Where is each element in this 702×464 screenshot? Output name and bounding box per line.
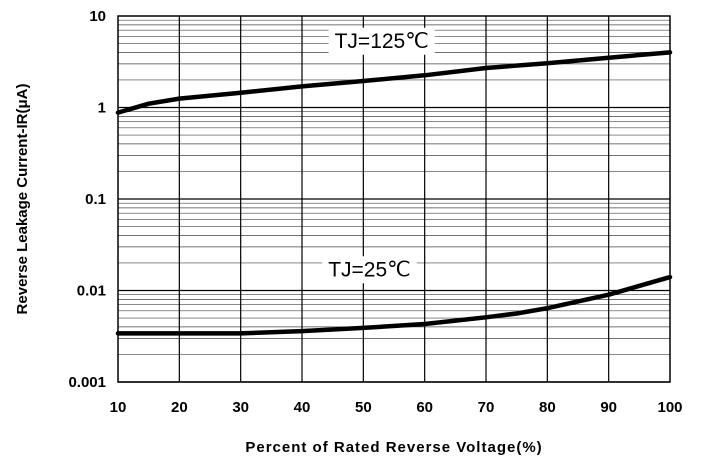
series-lines: [115, 50, 673, 336]
series-label-background: [322, 256, 417, 284]
plot-frame: [117, 15, 671, 383]
series-label: TJ=125℃: [335, 30, 429, 53]
series-label: TJ=25℃: [328, 258, 411, 281]
x-tick-label: 50: [355, 399, 372, 416]
grid-lines: [118, 16, 670, 383]
y-tick-label: 0.001: [68, 374, 106, 391]
y-tick-label: 0.1: [85, 191, 106, 208]
series-line: [115, 274, 673, 336]
y-tick-label: 1: [98, 100, 106, 117]
x-tick-label: 30: [232, 399, 249, 416]
x-tick-label: 60: [416, 399, 433, 416]
x-tick-label: 90: [600, 399, 617, 416]
y-tick-label: 10: [89, 8, 106, 25]
tick-labels: 10 20 30 40 50 60 70 80 90 100 0.001 0.01 0.1 1 10: [68, 8, 682, 416]
series-labels: TJ=125℃ TJ=25℃: [322, 27, 435, 284]
x-tick-label: 70: [478, 399, 495, 416]
y-tick-label: 0.01: [77, 283, 106, 300]
x-axis-title: Percent of Rated Reverse Voltage(%): [245, 439, 542, 456]
x-tick-label: 20: [171, 399, 188, 416]
x-tick-label: 10: [110, 399, 127, 416]
series-line: [115, 50, 673, 115]
series-label-background: [328, 27, 435, 55]
x-tick-label: 100: [657, 399, 682, 416]
x-tick-label: 80: [539, 399, 556, 416]
y-axis-title: Reverse Leakage Current-IR(μA): [14, 84, 31, 315]
x-tick-label: 40: [294, 399, 311, 416]
